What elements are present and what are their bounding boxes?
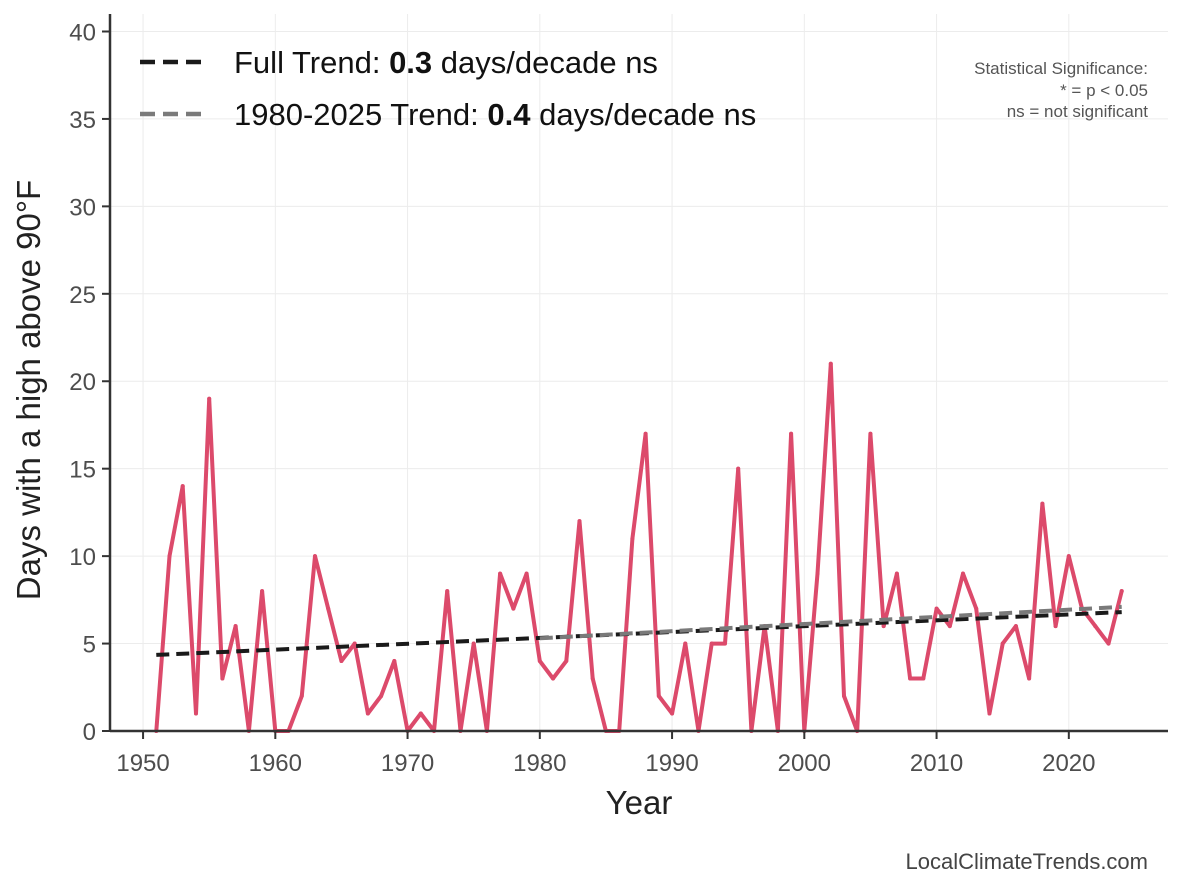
data-point: [260, 589, 265, 594]
data-point: [1013, 624, 1018, 629]
x-tick-label: 1950: [116, 750, 169, 777]
data-point: [987, 711, 992, 716]
data-point: [908, 676, 913, 681]
x-tick-label: 2000: [778, 750, 831, 777]
y-tick-label: 40: [69, 19, 96, 46]
data-point: [326, 606, 331, 611]
y-tick-label: 0: [83, 719, 96, 746]
data-point: [868, 431, 873, 436]
y-tick-label: 20: [69, 369, 96, 396]
legend-label-prefix: Full Trend:: [234, 45, 389, 80]
data-point: [339, 659, 344, 664]
y-tick-label: 15: [69, 457, 96, 484]
data-point: [656, 694, 661, 699]
series-line: [154, 361, 1124, 733]
data-point: [392, 659, 397, 664]
y-axis-title: Days with a high above 90°F: [10, 180, 47, 600]
x-tick-label: 1980: [513, 750, 566, 777]
data-point: [961, 571, 966, 576]
data-point: [180, 484, 185, 489]
data-point: [193, 711, 198, 716]
data-point: [894, 571, 899, 576]
data-point: [524, 571, 529, 576]
data-point: [630, 536, 635, 541]
data-point: [947, 624, 952, 629]
x-tick-label: 1970: [381, 750, 434, 777]
data-point: [722, 641, 727, 646]
x-tick-label: 2020: [1042, 750, 1095, 777]
data-point: [1106, 641, 1111, 646]
y-tick-label: 35: [69, 107, 96, 134]
x-tick-label: 1990: [645, 750, 698, 777]
y-tick-label: 5: [83, 632, 96, 659]
data-point: [974, 606, 979, 611]
legend: Full Trend: 0.3 days/decade ns1980-2025 …: [140, 45, 756, 132]
axes: [108, 14, 1168, 733]
data-point: [577, 519, 582, 524]
data-point: [921, 676, 926, 681]
credit-text: LocalClimateTrends.com: [906, 849, 1149, 874]
data-point: [537, 659, 542, 664]
data-point: [590, 676, 595, 681]
data-point: [934, 606, 939, 611]
data-point: [1093, 624, 1098, 629]
data-point: [1040, 501, 1045, 506]
recent-trend-line: [539, 604, 1122, 641]
data-point: [418, 711, 423, 716]
data-point: [841, 694, 846, 699]
data-point: [299, 694, 304, 699]
data-point: [1027, 676, 1032, 681]
y-tick-label: 25: [69, 282, 96, 309]
full-trend-line: [156, 610, 1122, 657]
data-point: [352, 641, 357, 646]
data-point: [379, 694, 384, 699]
data-point: [167, 554, 172, 559]
data-point: [1053, 624, 1058, 629]
data-point: [498, 571, 503, 576]
data-point: [1000, 641, 1005, 646]
data-point: [736, 466, 741, 471]
data-point: [881, 624, 886, 629]
data-point: [789, 431, 794, 436]
data-point: [312, 554, 317, 559]
x-axis-title: Year: [606, 784, 673, 821]
significance-note: Statistical Significance: * = p < 0.05 n…: [974, 59, 1148, 121]
data-point: [207, 396, 212, 401]
data-point: [511, 606, 516, 611]
x-tick-label: 1960: [249, 750, 302, 777]
data-point: [220, 676, 225, 681]
data-point: [828, 361, 833, 366]
legend-label-value: 0.3: [389, 45, 432, 80]
data-point: [670, 711, 675, 716]
y-tick-label: 30: [69, 194, 96, 221]
data-point: [815, 571, 820, 576]
data-point: [1066, 554, 1071, 559]
data-point: [643, 431, 648, 436]
data-point: [365, 711, 370, 716]
data-point: [1119, 589, 1124, 594]
legend-label: 1980-2025 Trend: 0.4 days/decade ns: [234, 97, 756, 132]
significance-ns: ns = not significant: [1007, 102, 1149, 121]
series-group: [154, 361, 1124, 733]
trend-lines: [156, 604, 1122, 657]
legend-label-prefix: 1980-2025 Trend:: [234, 97, 487, 132]
legend-label: Full Trend: 0.3 days/decade ns: [234, 45, 658, 80]
data-point: [551, 676, 556, 681]
data-point: [709, 641, 714, 646]
data-point: [445, 589, 450, 594]
legend-label-suffix: days/decade ns: [530, 97, 756, 132]
legend-label-suffix: days/decade ns: [432, 45, 658, 80]
significance-title: Statistical Significance:: [974, 59, 1148, 78]
data-point: [471, 641, 476, 646]
ticks: 0 5 10 15 20 25 30 35 40 1950 1960 1970 1980 1990 2000…: [69, 19, 1095, 777]
data-point: [683, 641, 688, 646]
legend-label-value: 0.4: [487, 97, 531, 132]
significance-p-value: * = p < 0.05: [1060, 81, 1148, 100]
data-point: [564, 659, 569, 664]
x-tick-label: 2010: [910, 750, 963, 777]
grid: [110, 14, 1168, 732]
y-tick-label: 10: [69, 544, 96, 571]
data-point: [233, 624, 238, 629]
